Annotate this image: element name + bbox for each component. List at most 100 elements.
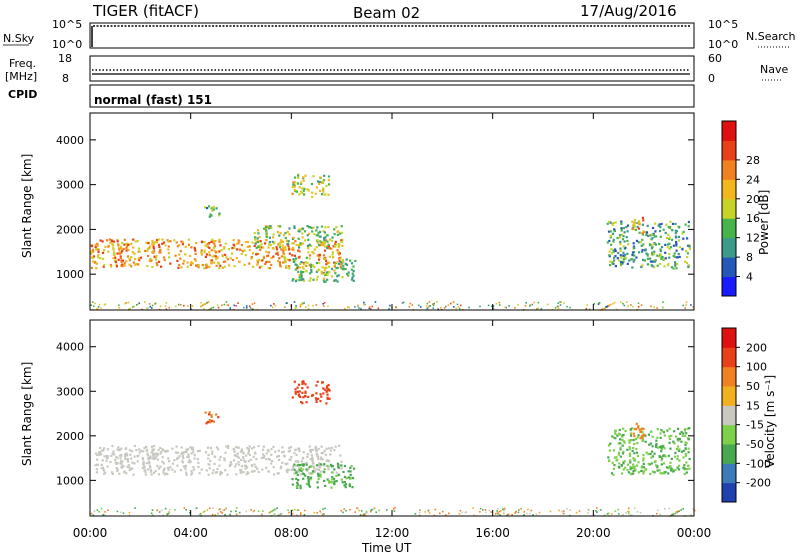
power-echo-cell [285, 239, 288, 242]
velocity-echo-cell [616, 434, 619, 437]
velocity-echo-cell [684, 454, 688, 457]
velocity-echo-cell [295, 464, 298, 467]
power-scatter-cell [445, 305, 447, 308]
velocity-echo-cell [148, 460, 151, 464]
power-echo-cell [243, 263, 246, 266]
velocity-echo-cell [153, 445, 156, 448]
power-echo-cell [335, 267, 338, 270]
power-echo-cell [298, 279, 301, 282]
velocity-echo-cell [189, 446, 192, 449]
power-echo-cell [638, 251, 641, 254]
velocity-echo-cell [685, 432, 688, 435]
power-echo-cell [158, 251, 161, 254]
power-echo-cell [262, 256, 266, 259]
velocity-echo-cell [151, 448, 154, 451]
power-echo-cell [109, 263, 112, 267]
power-scatter-cell [650, 305, 652, 308]
power-echo-cell [191, 262, 194, 265]
velocity-scatter-cell [103, 514, 106, 516]
power-echo-cell [645, 231, 649, 234]
power-echo-cell [672, 254, 675, 257]
velocity-echo-cell [160, 450, 163, 454]
power-echo-cell [213, 254, 216, 257]
power-echo-cell [323, 277, 326, 280]
velocity-echo-cell [668, 435, 671, 438]
velocity-scatter-cell [362, 513, 365, 516]
power-echo-cell [338, 244, 341, 247]
velocity-echo-cell [661, 429, 664, 433]
power-echo-cell [633, 218, 636, 222]
power-echo-cell [222, 260, 225, 263]
power-echo-cell [331, 251, 334, 254]
velocity-echo-cell [153, 471, 156, 474]
power-echo-cell [126, 245, 129, 248]
power-scatter-cell [149, 305, 152, 308]
velocity-echo-cell [629, 472, 632, 475]
velocity-scatter-cell [359, 514, 362, 516]
power-scatter-cell [245, 305, 248, 307]
velocity-echo-cell [651, 470, 654, 473]
power-echo-cell [637, 222, 640, 225]
power-echo-cell [319, 240, 322, 243]
velocity-echo-cell [328, 481, 331, 484]
power-echo-cell [646, 224, 649, 227]
power-echo-cell [157, 243, 161, 246]
velocity-scatter-cell [183, 507, 186, 509]
velocity-echo-cell [272, 445, 275, 448]
velocity-echo-cell [631, 427, 634, 430]
velocity-echo-cell [184, 466, 187, 469]
power-echo-cell [650, 247, 653, 250]
velocity-echo-cell [656, 446, 659, 449]
power-echo-cell [324, 258, 327, 261]
velocity-echo-cell [327, 466, 330, 469]
velocity-echo-cell [190, 473, 193, 476]
power-echo-cell [213, 249, 216, 252]
power-echo-cell [624, 253, 627, 256]
power-echo-cell [651, 226, 655, 230]
power-echo-cell [295, 244, 298, 247]
velocity-echo-cell [348, 485, 351, 488]
velocity-echo-cell [636, 442, 639, 445]
velocity-scatter-cell [490, 511, 492, 513]
power-echo-cell [291, 242, 294, 245]
power-echo-cell [673, 255, 676, 258]
velocity-echo-cell [235, 463, 238, 466]
velocity-scatter-cell [273, 509, 275, 511]
power-echo-cell [107, 250, 110, 253]
velocity-echo-cell [302, 381, 305, 384]
velocity-echo-cell [98, 453, 101, 456]
power-echo-cell [282, 250, 285, 253]
velocity-echo-cell [307, 479, 310, 482]
velocity-echo-cell [162, 471, 165, 474]
velocity-echo-cell [184, 464, 187, 467]
velocity-scatter-cell [198, 513, 201, 516]
power-echo-cell [333, 261, 336, 264]
velocity-echo-cell [676, 445, 680, 448]
power-echo-cell [324, 273, 327, 277]
power-echo-cell [90, 266, 94, 269]
power-echo-cell [194, 252, 197, 255]
velocity-echo-cell [632, 432, 635, 435]
power-echo-cell [312, 264, 315, 267]
power-ytick-label: 2000 [56, 223, 84, 236]
velocity-scatter-cell [303, 509, 306, 512]
power-echo-cell [268, 260, 271, 263]
velocity-echo-cell [141, 458, 145, 461]
x-tick-label: 08:00 [274, 526, 309, 540]
velocity-echo-cell [626, 448, 629, 451]
power-scatter-cell [402, 301, 405, 304]
velocity-echo-cell [340, 467, 343, 470]
power-scatter-cell [207, 301, 210, 303]
power-echo-cell [190, 246, 193, 249]
power-echo-cell [326, 240, 329, 243]
power-echo-cell [684, 260, 687, 263]
velocity-echo-cell [308, 445, 311, 448]
velocity-echo-cell [610, 472, 613, 475]
power-scatter-cell [235, 305, 237, 307]
power-scatter-cell [495, 302, 498, 305]
power-echo-cell [682, 230, 685, 233]
velocity-echo-cell [632, 472, 635, 475]
velocity-echo-cell [659, 472, 662, 475]
velocity-echo-cell [321, 381, 324, 384]
power-echo-cell [291, 279, 294, 282]
